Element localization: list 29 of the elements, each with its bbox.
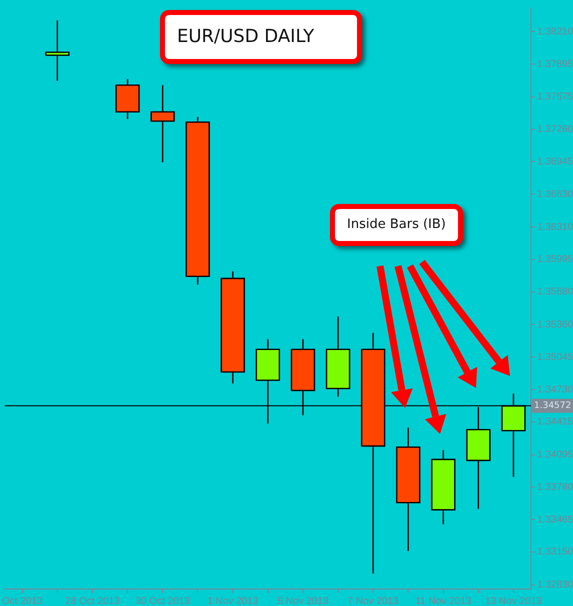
y-tick-label: 1.36945 [537,156,573,168]
y-tick-label: 1.34095 [537,450,573,461]
y-tick-label: 1.35360 [537,319,573,330]
y-tick-label: 1.37575 [537,92,573,103]
y-tick-label: 1.35045 [537,352,573,363]
x-tick-label: 30 Oct 2013 [135,596,190,606]
y-tick-label: 1.35995 [537,254,573,266]
callout-box: EUR/USD DAILY [160,10,362,64]
y-tick-label: 1.37895 [537,58,573,70]
y-tick-label: 1.33150 [537,546,573,558]
y-tick-label: 1.35680 [537,286,573,298]
x-tick-label: 13 Nov 2013 [485,596,542,606]
ref-line-label: 1.34572 [534,401,572,412]
x-tick-label: 28 Oct 2013 [65,596,120,606]
y-tick-label: 1.36310 [537,222,573,233]
x-tick-label: 11 Nov 2013 [415,596,472,606]
x-tick-label: 7 Nov 2013 [348,596,400,606]
y-tick-label: 1.32830 [537,580,573,591]
y-tick-label: 1.37260 [537,124,573,136]
y-tick-label: 1.36630 [537,188,573,200]
y-tick-label: 1.38210 [537,26,573,38]
y-tick-label: 1.34415 [537,416,573,428]
x-tick-label: 1 Nov 2013 [207,596,259,606]
y-tick-label: 1.33465 [537,514,573,526]
callout-box: Inside Bars (IB) [330,204,463,246]
x-tick-label: 5 Nov 2013 [277,596,329,606]
y-tick-label: 1.34730 [537,384,573,396]
x-tick-label: Oct 2013 [2,596,44,606]
y-tick-label: 1.33780 [537,482,573,493]
